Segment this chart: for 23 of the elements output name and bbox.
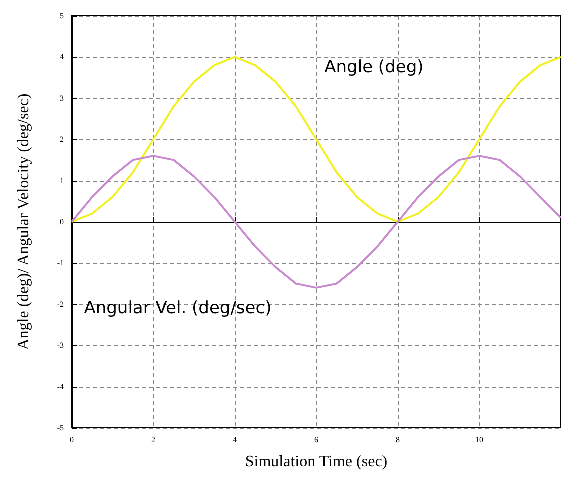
- y-tick-label: 1: [60, 176, 64, 186]
- x-tick-label: 2: [152, 436, 156, 444]
- y-tick-label: -2: [57, 300, 64, 309]
- x-tick-label: 6: [314, 436, 318, 444]
- series-label: Angular Vel. (deg/sec): [84, 298, 272, 319]
- x-tick-label: 8: [396, 436, 400, 444]
- y-tick-label: 3: [60, 94, 64, 103]
- y-tick-label: -5: [57, 424, 64, 432]
- y-tick-label: -3: [57, 341, 64, 350]
- y-axis-title: Angle (deg)/ Angular Velocity (deg/sec): [16, 94, 32, 350]
- x-axis-title: Simulation Time (sec): [245, 454, 388, 470]
- line-series: [71, 56, 562, 223]
- line-series: [71, 155, 562, 289]
- text: Angle (deg): [324, 58, 424, 78]
- y-tick-label: 5: [60, 12, 64, 20]
- y-tick-label: -4: [57, 382, 64, 392]
- y-tick-label: -1: [57, 258, 64, 268]
- x-tick-label: 4: [233, 436, 237, 444]
- x-tick-label: 0: [70, 436, 74, 444]
- y-tick-label: 4: [60, 52, 64, 62]
- y-tick-label: 0: [60, 218, 64, 226]
- x-tick-label: 10: [476, 436, 484, 444]
- y-tick-label: 2: [60, 135, 64, 144]
